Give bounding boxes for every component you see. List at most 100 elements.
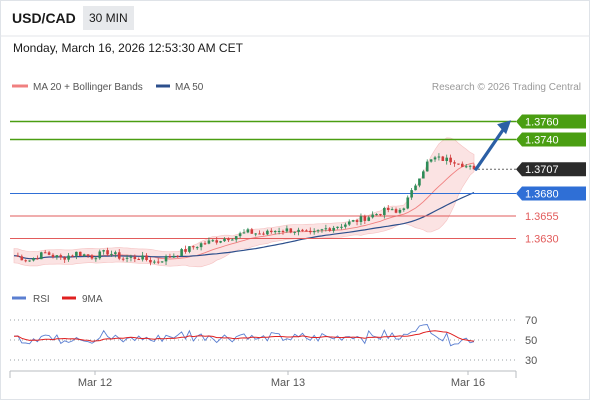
last-price-tag (516, 162, 586, 177)
candle-body (347, 221, 351, 225)
candle-body (367, 217, 371, 221)
rsi-legend-label: RSI (33, 294, 50, 305)
candle-body (386, 207, 390, 210)
candle-body (375, 214, 378, 216)
candle-body (433, 157, 437, 160)
candle-body (36, 258, 39, 260)
candle-body (39, 252, 43, 260)
candle-body (47, 252, 51, 255)
candle-body (328, 228, 332, 231)
candle-body (285, 228, 289, 232)
source-label: Research © 2026 Trading Central (432, 82, 581, 93)
symbol-title: USD/CAD (12, 10, 76, 26)
candle-body (102, 250, 105, 252)
candle-body (297, 229, 300, 232)
candle-body (273, 231, 277, 233)
rsi-tick-30: 30 (525, 355, 537, 367)
candle-body (172, 255, 176, 258)
rsi-line (13, 324, 475, 347)
x-axis-labels: Mar 12 Mar 13 Mar 16 (78, 371, 485, 389)
candle-body (94, 258, 98, 260)
candle-body (429, 159, 433, 162)
candle-body (406, 197, 410, 209)
candle-body (203, 243, 207, 245)
candle-body (457, 163, 460, 165)
candle-body (441, 156, 445, 162)
candle-body (238, 233, 242, 237)
level-tag-1.3760 (516, 114, 586, 129)
candle-body (371, 214, 374, 218)
chart-header: USD/CAD 30 MIN (0, 0, 590, 36)
forecast-arrow-head (497, 120, 512, 135)
level-label-1.3655: 1.3655 (525, 211, 559, 223)
candle-body (67, 255, 70, 260)
candle-body (51, 254, 55, 257)
candle-body (305, 230, 308, 232)
candle-body (266, 230, 269, 235)
x-tick-label: Mar 13 (271, 377, 305, 389)
candle-body (114, 252, 117, 254)
candle-body (71, 255, 74, 257)
candle-body (359, 216, 363, 222)
candle-body (145, 255, 148, 260)
candle-body (461, 163, 464, 167)
interval-button[interactable]: 30 MIN (83, 6, 134, 30)
level-label-1.3760: 1.3760 (525, 117, 559, 129)
x-tick-label: Mar 16 (451, 377, 485, 389)
level-label-1.3630: 1.3630 (525, 234, 559, 246)
rsi-tick-50: 50 (525, 335, 537, 347)
candle-body (32, 258, 35, 261)
x-tick-label: Mar 12 (78, 377, 112, 389)
candle-body (340, 226, 343, 228)
candle-body (137, 259, 141, 261)
candle-body (344, 224, 347, 227)
candle-body (176, 255, 180, 257)
candle-body (425, 161, 429, 172)
candle-body (351, 220, 355, 222)
candle-body (156, 261, 160, 263)
level-label-1.3680: 1.3680 (525, 189, 559, 201)
candle-body (219, 241, 222, 243)
candle-body (414, 185, 417, 191)
candle-body (472, 165, 476, 170)
candle-body (184, 249, 187, 252)
candle-body (308, 230, 312, 233)
candle-body (402, 208, 406, 210)
candle-body (82, 254, 86, 256)
bollinger-band (13, 137, 475, 268)
candle-body (246, 229, 250, 233)
candle-body (258, 233, 261, 235)
candle-body (211, 240, 215, 242)
rsi-ma-line (13, 330, 475, 342)
candle-body (332, 227, 335, 231)
bb-legend-label: MA 20 + Bollinger Bands (33, 82, 143, 93)
candle-body (254, 233, 257, 235)
candle-body (336, 226, 339, 228)
candle-body (312, 231, 316, 233)
candle-body (55, 255, 59, 257)
candle-body (110, 253, 113, 255)
candle-body (188, 246, 191, 252)
candle-body (277, 230, 281, 232)
candle-body (231, 239, 234, 241)
candle-body (223, 238, 226, 242)
candle-body (269, 230, 273, 233)
candle-body (355, 220, 359, 222)
candle-body (129, 256, 133, 258)
candle-body (180, 249, 183, 256)
candle-body (262, 233, 265, 235)
candle-body (106, 250, 109, 255)
candle-body (78, 251, 82, 256)
candle-body (363, 216, 367, 221)
last-price-label: 1.3707 (525, 164, 559, 176)
candle-body (383, 207, 386, 215)
level-tag-1.3680 (516, 186, 586, 201)
rsi-tick-70: 70 (525, 315, 537, 327)
candle-body (90, 255, 94, 259)
price-panel: 1.3760 1.3740 1.3680 1.3655 1.3630 1.3707 (10, 114, 586, 268)
candle-body (418, 178, 421, 186)
candle-body (63, 257, 66, 260)
candle-body (153, 261, 156, 263)
timestamp: Monday, March 16, 2026 12:53:30 AM CET (13, 41, 243, 55)
rsi-ma-legend-label: 9MA (82, 294, 103, 305)
